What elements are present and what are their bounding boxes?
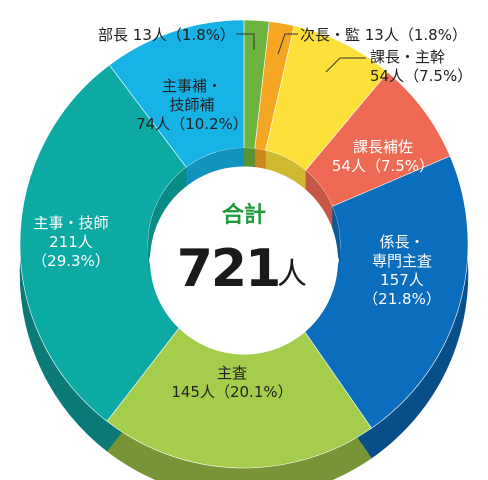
slice-label-line: 145人（20.1%） — [171, 383, 292, 401]
slice-label-line: 157人 — [380, 271, 424, 289]
slice-label-line: 主事・技師 — [33, 214, 108, 232]
total-unit: 人 — [277, 257, 307, 292]
slice-label-line: 次長・監 13人（1.8%） — [300, 26, 467, 44]
slice-label-line: （21.8%） — [363, 290, 441, 308]
leader-line — [236, 33, 255, 50]
leader-line — [277, 33, 298, 55]
total-label: 合計 — [222, 202, 266, 228]
slice-label: 係長・専門主査 157人（21.8%） — [363, 233, 441, 308]
slice-label-line: 54人（7.5%） — [332, 157, 434, 175]
slice-label: 部長 13人（1.8%） — [98, 26, 235, 44]
slice-label: 次長・監 13人（1.8%） — [300, 26, 467, 44]
slice-label: 主事・技師 211人（29.3%） — [32, 214, 110, 270]
slice-label-line: 課長補佐 — [353, 138, 413, 156]
slice-label-line: 211人 — [49, 233, 93, 251]
slice-label-line: 係長・ — [379, 233, 424, 251]
slice-labels: 部長 13人（1.8%） 次長・監 13人（1.8%）課長・主幹 54人（7.5%）… — [32, 26, 472, 401]
center-hole — [150, 166, 338, 355]
slice-label-line: 部長 13人（1.8%） — [98, 26, 235, 44]
inner-wall-face — [332, 206, 340, 274]
slice-label-line: 主査 — [217, 364, 247, 382]
slice-label: 課長・主幹 54人（7.5%） — [370, 48, 472, 85]
slice-label-line: 技師補 — [169, 96, 214, 114]
leader-line — [325, 57, 366, 73]
slice-label-line: 課長・主幹 — [370, 48, 445, 66]
slice-label-line: 74人（10.2%） — [136, 115, 248, 133]
slice-label: 課長補佐 54人（7.5%） — [332, 138, 434, 175]
inner-wall-face — [148, 167, 187, 274]
slice-label: 主査 145人（20.1%） — [171, 364, 292, 401]
donut-top-layer — [19, 19, 469, 469]
slice-label-line: 主事補・ — [162, 77, 222, 95]
slice-label-line: （29.3%） — [32, 252, 110, 270]
slice-label-line: 54人（7.5%） — [370, 67, 472, 85]
slice-label-line: 専門主査 — [372, 252, 432, 270]
slice-label: 主事補・技師補 74人（10.2%） — [136, 77, 248, 133]
total-value: 721 — [177, 239, 280, 299]
